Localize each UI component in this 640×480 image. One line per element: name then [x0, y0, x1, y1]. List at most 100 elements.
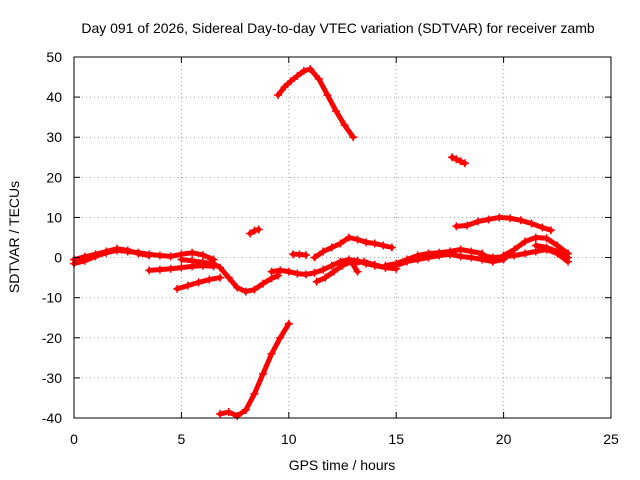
y-tick-label: -10 [42, 290, 62, 306]
y-tick-label: -40 [42, 410, 62, 426]
data-point [456, 245, 465, 254]
data-point [531, 233, 540, 242]
data-point [387, 243, 396, 252]
y-tick-label: 50 [46, 49, 62, 65]
data-point [246, 229, 255, 238]
data-point [177, 263, 186, 272]
data-point [467, 247, 476, 256]
data-point [216, 263, 225, 272]
axis-ticks: 0 5 10 15 20 25 -40 -30 -20 -10 0 10 20 30 40 50 [42, 49, 619, 447]
data-point [284, 319, 293, 328]
data-point [259, 279, 268, 288]
series-arc-16 [453, 214, 554, 233]
data-point [531, 241, 540, 250]
data-point [250, 226, 259, 235]
data-point [370, 239, 379, 248]
x-tick-label: 25 [603, 431, 619, 447]
data-point [177, 255, 186, 264]
data-point [250, 389, 259, 398]
x-tick-label: 5 [178, 431, 186, 447]
data-point [312, 277, 321, 286]
data-point [112, 244, 121, 253]
data-point [241, 405, 250, 414]
data-point [224, 407, 233, 416]
data-point [267, 267, 276, 276]
data-point [456, 157, 465, 166]
series-arc-14 [383, 247, 485, 269]
data-point [155, 265, 164, 274]
data-point [452, 222, 461, 231]
y-tick-label: 10 [46, 209, 62, 225]
data-point [250, 285, 259, 294]
data-point [473, 217, 482, 226]
data-point [259, 369, 268, 378]
data-point [123, 246, 132, 255]
data-point [310, 268, 319, 277]
data-point [80, 252, 89, 261]
data-point [310, 253, 319, 262]
data-point [338, 261, 347, 270]
x-axis-label: GPS time / hours [289, 457, 396, 473]
data-point [319, 265, 328, 274]
data-point [216, 273, 225, 282]
data-point [353, 267, 362, 276]
grid-lines [74, 57, 611, 418]
data-point [495, 213, 504, 222]
data-point [402, 255, 411, 264]
data-point [299, 67, 308, 76]
data-point [521, 249, 530, 258]
data-point [452, 155, 461, 164]
data-point [332, 107, 341, 116]
y-tick-label: 30 [46, 129, 62, 145]
data-point [478, 251, 487, 260]
data-point [173, 284, 182, 293]
series-arc-15 [449, 154, 468, 166]
data-point [340, 121, 349, 130]
data-point [145, 251, 154, 260]
data-point [188, 248, 197, 257]
data-point [329, 267, 338, 276]
y-tick-label: -20 [42, 330, 62, 346]
data-point [241, 287, 250, 296]
data-point [183, 281, 192, 290]
data-point [274, 91, 283, 100]
data-point [353, 235, 362, 244]
data-series [70, 65, 573, 420]
data-point [284, 267, 293, 276]
data-point [205, 275, 214, 284]
data-point [435, 248, 444, 257]
data-point [323, 91, 332, 100]
data-point [267, 274, 276, 283]
data-point [521, 237, 530, 246]
data-point [463, 221, 472, 230]
data-point [460, 159, 469, 168]
data-point [499, 252, 508, 261]
data-point [233, 283, 242, 292]
data-point [546, 226, 555, 235]
data-point [91, 250, 100, 259]
y-tick-label: 40 [46, 89, 62, 105]
data-point [362, 238, 371, 247]
data-point [349, 133, 358, 142]
y-tick-label: 20 [46, 169, 62, 185]
data-point [286, 77, 295, 86]
series-arc-19 [533, 243, 571, 261]
data-point [306, 65, 315, 74]
data-point [216, 409, 225, 418]
x-tick-label: 10 [281, 431, 297, 447]
data-point [327, 243, 336, 252]
data-point [516, 216, 525, 225]
data-point [506, 214, 515, 223]
data-point [381, 261, 390, 270]
data-point [542, 243, 551, 252]
data-point [370, 260, 379, 269]
data-point [209, 259, 218, 268]
data-point [194, 278, 203, 287]
x-tick-label: 0 [70, 431, 78, 447]
data-point [510, 251, 519, 260]
x-tick-label: 15 [388, 431, 404, 447]
data-point [448, 153, 457, 162]
data-point [488, 253, 497, 262]
plot-frame [73, 56, 612, 419]
data-point [456, 252, 465, 261]
